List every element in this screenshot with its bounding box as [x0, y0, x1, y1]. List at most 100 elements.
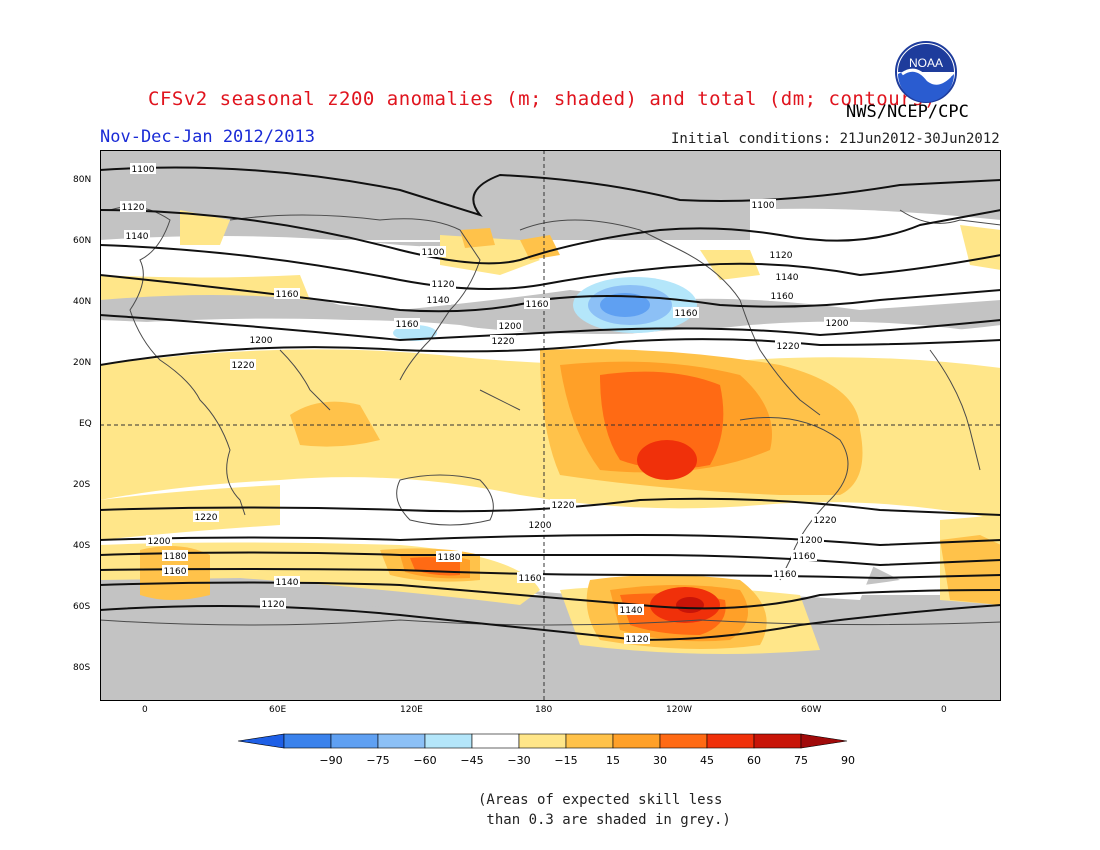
- svg-text:1100: 1100: [132, 165, 155, 175]
- contour-label-1220-d: 1220: [193, 511, 219, 523]
- contour-label-1100-b: 1100: [420, 246, 446, 258]
- lat-label-80s: 80S: [73, 663, 91, 673]
- contour-label-1160-f: 1160: [162, 565, 188, 577]
- colorbar-swatch-4: [424, 733, 473, 749]
- lon-label-180: 180: [535, 705, 553, 715]
- contour-label-1120-c: 1120: [768, 249, 794, 261]
- colorbar-swatches: [237, 733, 848, 749]
- colorbar-swatch-2: [330, 733, 379, 749]
- colorbar-labels: −90 −75 −60 −45 −30 −15 15 30 45 60 75 90: [319, 754, 855, 767]
- svg-text:1160: 1160: [675, 309, 698, 319]
- lat-label-80n: 80N: [73, 175, 92, 185]
- svg-text:1220: 1220: [814, 516, 837, 526]
- lat-label-20s: 20S: [73, 480, 91, 490]
- noaa-logo-text: NOAA: [909, 56, 943, 70]
- lat-label-eq: EQ: [79, 419, 92, 429]
- contour-1200: [100, 314, 1001, 342]
- contour-label-1220-c: 1220: [775, 340, 801, 352]
- lon-label-120w: 120W: [666, 705, 693, 715]
- period-label: Nov-Dec-Jan 2012/2013: [100, 127, 315, 147]
- colorbar-swatch-0: [237, 733, 285, 749]
- negative-anomaly: [393, 277, 697, 341]
- contour-label-1160-a: 1160: [274, 288, 300, 300]
- contour-label-1220-e: 1220: [550, 499, 576, 511]
- lon-label-60w: 60W: [801, 705, 822, 715]
- lat-label-40s: 40S: [73, 541, 91, 551]
- contour-label-1200-c: 1200: [824, 317, 850, 329]
- contour-label-1160-e: 1160: [769, 290, 795, 302]
- agency-label: NWS/NCEP/CPC: [846, 102, 969, 122]
- colorbar-swatch-12: [800, 733, 848, 749]
- contour-labels: 1100 1100 1100 1120 1120 1120 1140 1140 …: [120, 163, 850, 645]
- skill-note: (Areas of expected skill less than 0.3 a…: [478, 792, 731, 828]
- colorbar-label-0: −90: [319, 754, 342, 767]
- lat-label-40n: 40N: [73, 297, 92, 307]
- colorbar-label-5: −15: [554, 754, 577, 767]
- contour-label-1180-b: 1180: [436, 551, 462, 563]
- colorbar-swatch-1: [283, 733, 332, 749]
- contour-label-1200-a: 1200: [248, 334, 274, 346]
- svg-text:1140: 1140: [126, 232, 149, 242]
- colorbar-label-1: −75: [366, 754, 389, 767]
- svg-text:1200: 1200: [148, 537, 171, 547]
- initial-conditions-label: Initial conditions: 21Jun2012-30Jun2012: [671, 131, 1000, 147]
- colorbar-swatch-9: [659, 733, 708, 749]
- colorbar-swatch-6: [518, 733, 567, 749]
- svg-text:1160: 1160: [276, 290, 299, 300]
- contour-label-1120-d: 1120: [260, 598, 286, 610]
- svg-text:1140: 1140: [276, 578, 299, 588]
- svg-text:1140: 1140: [620, 606, 643, 616]
- colorbar-swatch-7: [565, 733, 614, 749]
- colorbar-swatch-8: [612, 733, 661, 749]
- contour-label-1200-b: 1200: [497, 320, 523, 332]
- anomaly-map: 1100 1100 1100 1120 1120 1120 1140 1140 …: [100, 150, 1001, 701]
- lon-label-0-west: 0: [142, 705, 148, 715]
- contour-label-1180-a: 1180: [162, 550, 188, 562]
- svg-text:1220: 1220: [492, 337, 515, 347]
- svg-text:1120: 1120: [122, 203, 145, 213]
- contour-1180-south: [100, 551, 1001, 567]
- colorbar-label-8: 45: [700, 754, 714, 767]
- contour-label-1200-f: 1200: [798, 534, 824, 546]
- contour-1160-south: [100, 568, 1001, 580]
- grey-antarctic: [100, 595, 1001, 701]
- colorbar-label-2: −60: [413, 754, 436, 767]
- contour-label-1140-e: 1140: [618, 604, 644, 616]
- contour-label-1140-d: 1140: [274, 576, 300, 588]
- svg-text:1200: 1200: [250, 336, 273, 346]
- lat-label-20n: 20N: [73, 358, 92, 368]
- contour-label-1160-c: 1160: [394, 318, 420, 330]
- svg-text:1120: 1120: [626, 635, 649, 645]
- svg-text:1120: 1120: [770, 251, 793, 261]
- svg-text:1200: 1200: [529, 521, 552, 531]
- contour-label-1140-c: 1140: [774, 271, 800, 283]
- coastlines: [100, 206, 1001, 626]
- contour-label-1200-e: 1200: [146, 535, 172, 547]
- contour-label-1140-a: 1140: [124, 230, 150, 242]
- contour-label-1160-i: 1160: [791, 550, 817, 562]
- contour-1120: [100, 209, 1001, 265]
- contour-1220-south: [100, 497, 1001, 516]
- svg-text:1180: 1180: [438, 553, 461, 563]
- svg-text:1160: 1160: [164, 567, 187, 577]
- contour-label-1100-c: 1100: [750, 199, 776, 211]
- svg-text:1220: 1220: [777, 342, 800, 352]
- svg-text:1160: 1160: [519, 574, 542, 584]
- lat-label-60n: 60N: [73, 236, 92, 246]
- colorbar-swatch-3: [377, 733, 426, 749]
- colorbar-label-11: 90: [841, 754, 855, 767]
- lon-label-0-east: 0: [941, 705, 947, 715]
- svg-text:1220: 1220: [195, 513, 218, 523]
- contour-label-1160-h: 1160: [772, 568, 798, 580]
- colorbar-label-4: −30: [507, 754, 530, 767]
- contour-label-1220-f: 1220: [812, 514, 838, 526]
- contour-1220-north: [100, 338, 1001, 366]
- lat-label-60s: 60S: [73, 602, 91, 612]
- lon-label-60e: 60E: [269, 705, 287, 715]
- contour-label-1120-a: 1120: [120, 201, 146, 213]
- svg-text:1140: 1140: [776, 273, 799, 283]
- svg-text:1220: 1220: [552, 501, 575, 511]
- colorbar-label-10: 75: [794, 754, 808, 767]
- colorbar-label-7: 30: [653, 754, 667, 767]
- svg-text:1120: 1120: [432, 280, 455, 290]
